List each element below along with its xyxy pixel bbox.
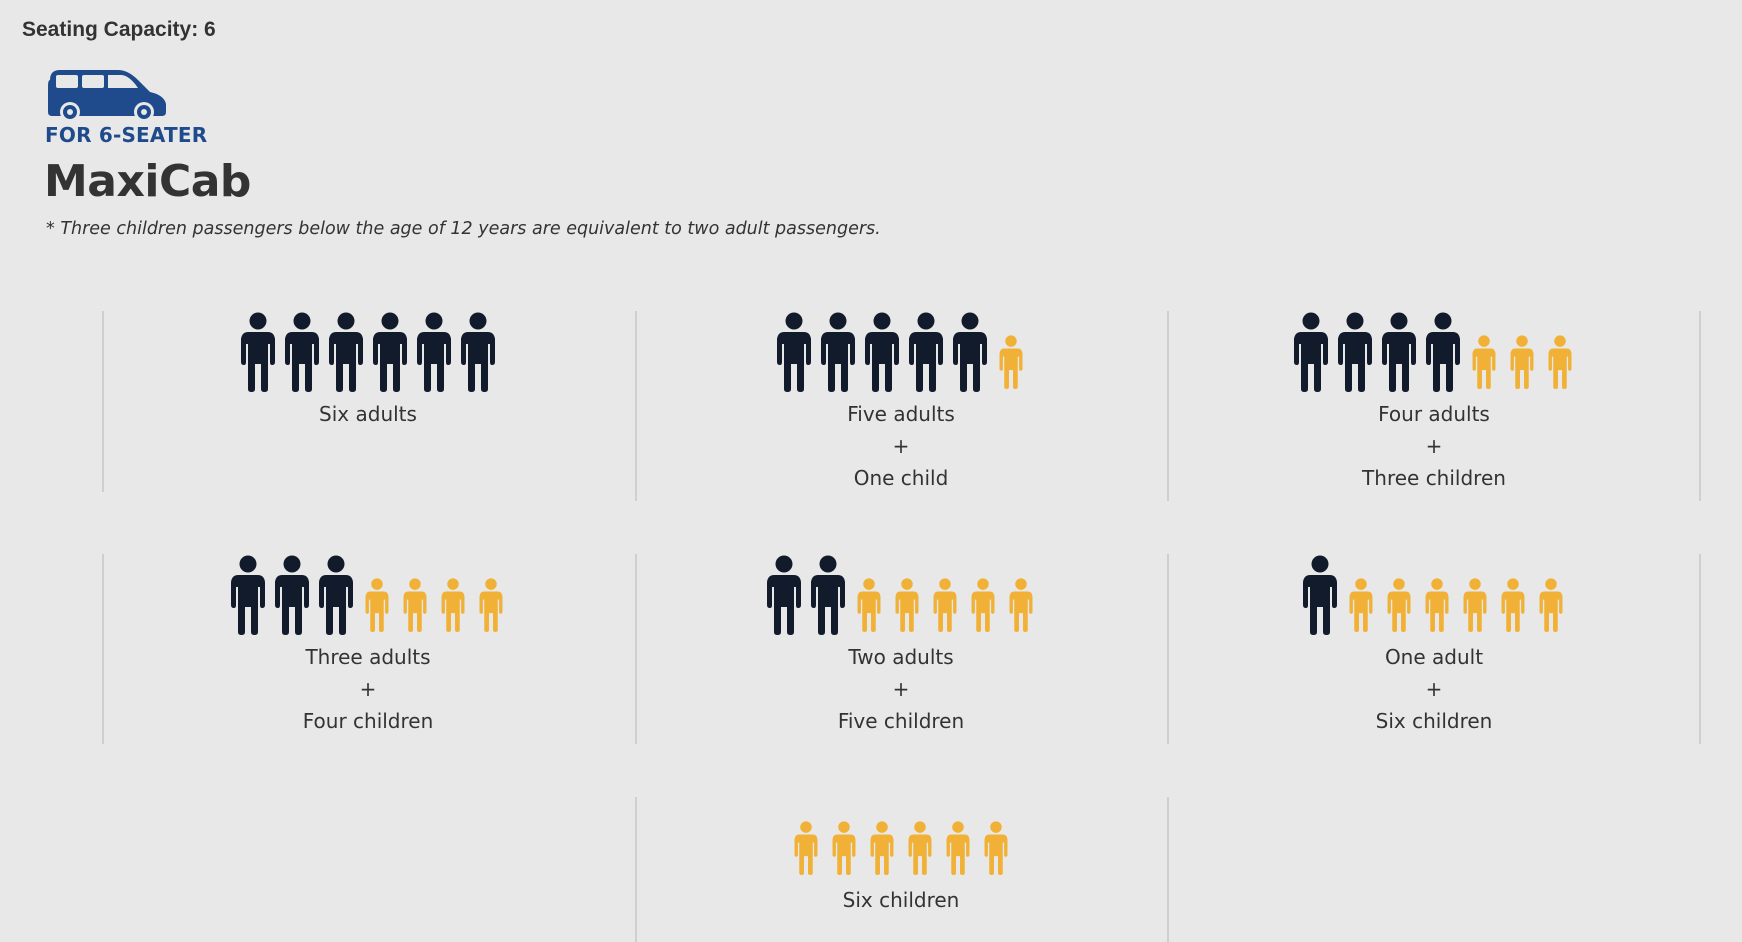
child-person-icon — [1510, 335, 1534, 389]
child-person-icon — [403, 578, 427, 632]
option-line2: Four children — [302, 709, 434, 733]
adult-person-icon — [275, 555, 309, 635]
option-label: Six adults — [101, 398, 635, 430]
option-plus: + — [892, 677, 910, 701]
divider — [1167, 797, 1169, 942]
option-line2: Six children — [1375, 709, 1493, 733]
adult-person-icon — [767, 555, 801, 635]
option-line1: Three adults — [305, 645, 431, 669]
child-person-icon — [794, 821, 818, 875]
passenger-icons — [1167, 308, 1701, 392]
option-line1: Five adults — [847, 402, 955, 426]
option-plus: + — [1425, 677, 1443, 701]
divider — [102, 311, 104, 492]
passenger-icons — [101, 308, 635, 392]
adult-person-icon — [909, 312, 943, 392]
child-person-icon — [908, 821, 932, 875]
adult-person-icon — [461, 312, 495, 392]
child-person-icon — [1349, 578, 1373, 632]
child-person-icon — [1501, 578, 1525, 632]
child-person-icon — [1387, 578, 1411, 632]
adult-person-icon — [1338, 312, 1372, 392]
adult-person-icon — [777, 312, 811, 392]
passenger-icons — [634, 308, 1168, 392]
divider — [102, 554, 104, 744]
divider — [1167, 311, 1169, 501]
child-person-icon — [832, 821, 856, 875]
option-plus: + — [359, 677, 377, 701]
option-line1: Four adults — [1378, 402, 1490, 426]
option-label: One adult + Six children — [1167, 641, 1701, 737]
child-person-icon — [1463, 578, 1487, 632]
option-label: Five adults + One child — [634, 398, 1168, 494]
option-label: Two adults + Five children — [634, 641, 1168, 737]
divider — [1167, 554, 1169, 744]
child-person-icon — [1472, 335, 1496, 389]
option-label: Six children — [634, 884, 1168, 916]
divider — [635, 797, 637, 942]
adult-person-icon — [373, 312, 407, 392]
adult-person-icon — [821, 312, 855, 392]
adult-person-icon — [1303, 555, 1337, 635]
option-line2: Three children — [1362, 466, 1506, 490]
option-line2: One child — [853, 466, 949, 490]
child-person-icon — [984, 821, 1008, 875]
child-person-icon — [857, 578, 881, 632]
seater-label: FOR 6-SEATER — [45, 123, 208, 147]
option-line1: Six children — [842, 888, 960, 912]
option-line2: Five children — [837, 709, 965, 733]
option-label: Four adults + Three children — [1167, 398, 1701, 494]
adult-person-icon — [865, 312, 899, 392]
divider — [635, 311, 637, 501]
option-line1: One adult — [1384, 645, 1484, 669]
option-label: Three adults + Four children — [101, 641, 635, 737]
adult-person-icon — [231, 555, 265, 635]
adult-person-icon — [953, 312, 987, 392]
child-person-icon — [895, 578, 919, 632]
option-line1: Two adults — [848, 645, 954, 669]
adult-person-icon — [417, 312, 451, 392]
passenger-icons — [101, 551, 635, 635]
child-person-icon — [1548, 335, 1572, 389]
adult-person-icon — [1294, 312, 1328, 392]
option-line1: Six adults — [319, 402, 417, 426]
divider — [635, 554, 637, 744]
option-plus: + — [1425, 434, 1443, 458]
child-person-icon — [946, 821, 970, 875]
adult-person-icon — [285, 312, 319, 392]
children-equivalence-note: * Three children passengers below the ag… — [46, 219, 881, 239]
adult-person-icon — [1382, 312, 1416, 392]
child-person-icon — [1425, 578, 1449, 632]
adult-person-icon — [811, 555, 845, 635]
child-person-icon — [999, 335, 1023, 389]
option-plus: + — [892, 434, 910, 458]
child-person-icon — [441, 578, 465, 632]
adult-person-icon — [241, 312, 275, 392]
adult-person-icon — [329, 312, 363, 392]
child-person-icon — [365, 578, 389, 632]
adult-person-icon — [1426, 312, 1460, 392]
child-person-icon — [1539, 578, 1563, 632]
child-person-icon — [870, 821, 894, 875]
divider — [1699, 554, 1701, 744]
passenger-icons — [634, 551, 1168, 635]
child-person-icon — [479, 578, 503, 632]
brand-title: MaxiCab — [44, 156, 251, 207]
seating-capacity-title: Seating Capacity: 6 — [22, 18, 216, 41]
child-person-icon — [971, 578, 995, 632]
adult-person-icon — [319, 555, 353, 635]
passenger-icons — [634, 794, 1168, 878]
child-person-icon — [1009, 578, 1033, 632]
child-person-icon — [933, 578, 957, 632]
minivan-icon — [48, 70, 166, 122]
divider — [1699, 311, 1701, 501]
passenger-icons — [1167, 551, 1701, 635]
